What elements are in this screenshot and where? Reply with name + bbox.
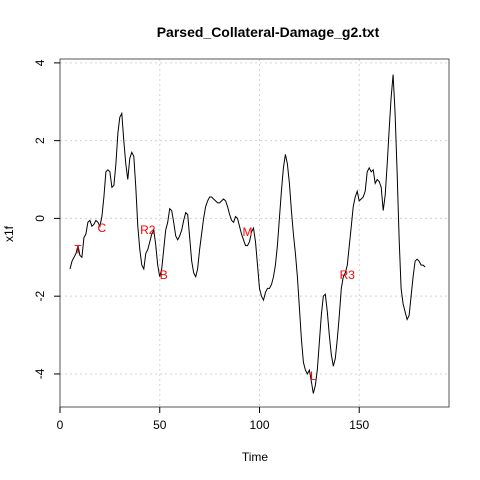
y-tick-label: -4 <box>33 368 47 379</box>
y-tick-label: 2 <box>33 137 47 144</box>
x-tick-label: 0 <box>57 418 64 432</box>
annotation-label: T <box>74 243 82 257</box>
annotation-label: L <box>310 369 317 383</box>
y-tick-label: -2 <box>33 291 47 302</box>
y-tick-label: 0 <box>33 215 47 222</box>
y-tick-label: 4 <box>33 59 47 66</box>
chart-title: Parsed_Collateral-Damage_g2.txt <box>157 24 380 40</box>
annotation-label: R3 <box>340 268 356 282</box>
series-layer <box>69 74 426 394</box>
annotation-label: R2 <box>140 223 156 237</box>
annotation-label: M <box>243 225 253 239</box>
y-axis-label: x1f <box>2 225 16 242</box>
y-axis: -4 -2 0 2 4 <box>33 59 60 379</box>
annotation-label: C <box>98 221 107 235</box>
x-tick-label: 50 <box>153 418 167 432</box>
annotation-label: B <box>160 268 168 282</box>
x-axis: 0 50 100 150 <box>57 407 370 432</box>
x-tick-label: 150 <box>349 418 369 432</box>
plot-frame <box>59 58 450 408</box>
series-line <box>69 74 426 394</box>
annotations: T C R2 B M L R3 <box>74 221 355 383</box>
x-axis-label: Time <box>242 450 269 464</box>
x-tick-label: 100 <box>249 418 269 432</box>
